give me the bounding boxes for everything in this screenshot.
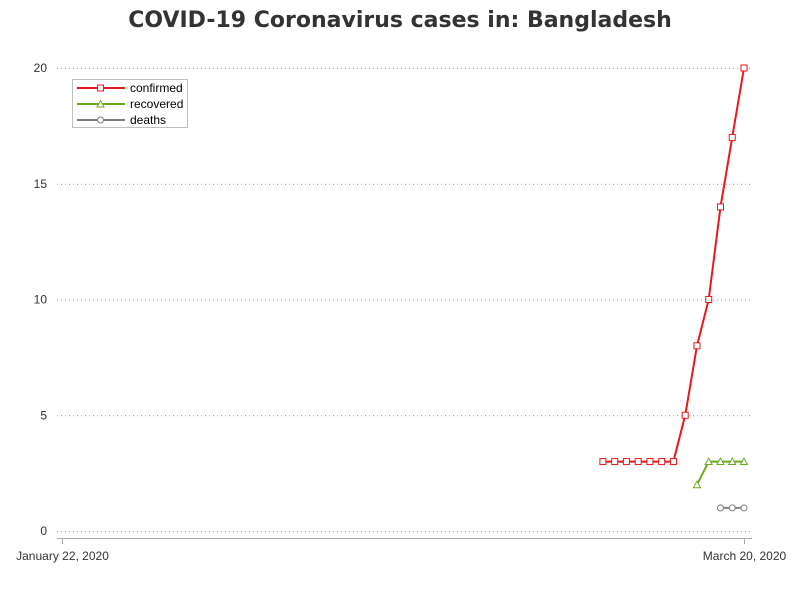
legend-item-recovered: recovered — [73, 96, 187, 112]
y-tick-label-15: 15 — [34, 177, 48, 191]
data-point-recovered-2 — [716, 456, 725, 466]
legend-label-deaths: deaths — [130, 113, 167, 127]
circle-marker-icon — [77, 116, 125, 124]
data-point-deaths-1 — [728, 504, 736, 512]
y-tick-label-5: 5 — [40, 408, 47, 422]
data-point-deaths-0 — [716, 504, 724, 512]
data-point-confirmed-11 — [728, 133, 736, 141]
data-point-confirmed-3 — [634, 458, 642, 466]
y-tick-label-20: 20 — [34, 61, 48, 75]
data-point-confirmed-6 — [669, 458, 677, 466]
data-point-confirmed-9 — [705, 296, 713, 303]
data-point-confirmed-7 — [681, 411, 689, 419]
data-point-confirmed-5 — [658, 458, 666, 466]
data-point-confirmed-8 — [693, 342, 701, 350]
chart-title: COVID-19 Coronavirus cases in: Banglades… — [128, 8, 672, 33]
legend-label-recovered: recovered — [130, 97, 184, 111]
data-point-confirmed-10 — [716, 203, 724, 211]
y-tick-label-10: 10 — [34, 293, 48, 307]
x-tick-label-0: January 22, 2020 — [16, 549, 109, 563]
y-tick-label-0: 0 — [40, 524, 47, 538]
data-point-confirmed-4 — [646, 458, 654, 466]
legend-item-deaths: deaths — [73, 112, 187, 128]
data-point-recovered-0 — [692, 480, 702, 489]
data-point-confirmed-2 — [622, 458, 630, 466]
data-point-confirmed-12 — [740, 64, 748, 72]
data-point-recovered-4 — [739, 456, 749, 466]
series-line-recovered — [696, 460, 744, 486]
legend-item-confirmed: confirmed — [73, 80, 187, 96]
series-line-confirmed — [602, 67, 745, 463]
triangle-marker-icon — [77, 99, 125, 108]
x-tick-label-1: March 20, 2020 — [703, 549, 787, 563]
legend: confirmed recovered deaths — [72, 79, 188, 128]
data-point-recovered-3 — [727, 456, 737, 466]
legend-label-confirmed: confirmed — [130, 81, 183, 95]
square-marker-icon — [77, 84, 125, 92]
data-point-confirmed-0 — [599, 458, 607, 466]
data-point-recovered-1 — [704, 456, 714, 466]
data-point-confirmed-1 — [611, 458, 619, 466]
data-point-deaths-2 — [740, 504, 748, 512]
